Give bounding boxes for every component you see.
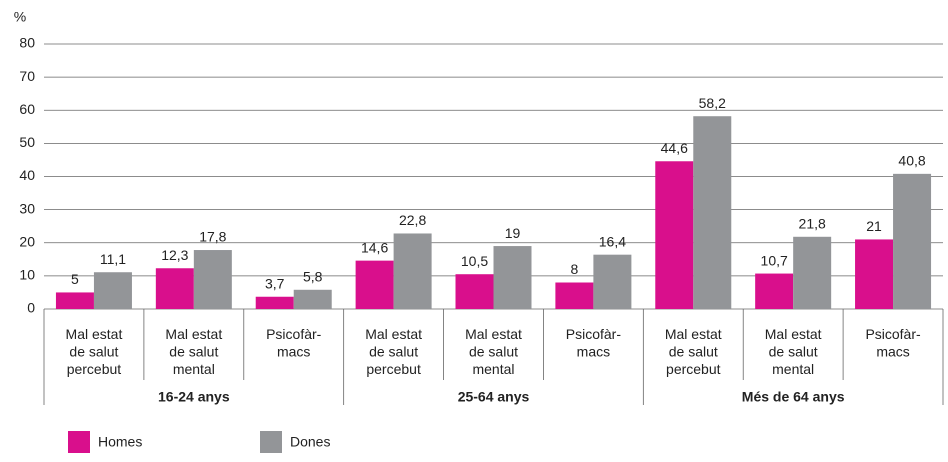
legend-label: Homes (98, 434, 142, 450)
bar (555, 282, 594, 309)
bar (455, 274, 494, 309)
y-tick-label: 50 (19, 134, 35, 150)
x-tick-label: Psicofàr-macs (865, 326, 921, 360)
bar (193, 250, 232, 309)
data-label: 8 (570, 261, 578, 277)
bar (793, 236, 832, 309)
data-label: 21 (866, 218, 882, 234)
legend-swatch (260, 431, 282, 453)
legend-swatch (68, 431, 90, 453)
data-label: 21,8 (799, 215, 826, 231)
bar (593, 254, 632, 309)
y-tick-label: 0 (27, 300, 35, 316)
y-tick-label: 70 (19, 68, 35, 84)
data-label: 22,8 (399, 212, 426, 228)
x-tick-label: Mal estat de salut mental (165, 326, 222, 377)
bar (293, 289, 332, 309)
bar (693, 116, 732, 310)
data-label: 14,6 (361, 239, 388, 255)
data-label: 12,3 (161, 247, 188, 263)
group-label: 16-24 anys (158, 389, 230, 405)
group-label: Més de 64 anys (742, 389, 845, 405)
y-tick-label: 10 (19, 267, 35, 283)
data-label: 11,1 (100, 251, 126, 267)
bar (355, 260, 394, 309)
data-label: 44,6 (661, 140, 688, 156)
x-tick-label: Psicofàr-macs (266, 326, 322, 360)
legend-label: Dones (290, 434, 330, 450)
bar (893, 173, 932, 309)
data-label: 5 (71, 271, 79, 287)
x-tick-label: Mal estat de salut mental (465, 326, 522, 377)
data-label: 5,8 (303, 268, 323, 284)
data-label: 40,8 (898, 153, 925, 169)
bar (755, 273, 794, 309)
data-label: 17,8 (199, 229, 226, 245)
data-label: 19 (505, 225, 521, 241)
data-label: 10,7 (761, 252, 788, 268)
y-tick-label: 30 (19, 200, 35, 216)
data-label: 10,5 (461, 253, 488, 269)
data-label: 3,7 (265, 275, 285, 291)
x-tick-label: Mal estat de salut percebut (365, 326, 422, 377)
bar (255, 296, 294, 309)
bar (155, 268, 194, 309)
bar (655, 161, 694, 309)
x-tick-label: Psicofàr-macs (566, 326, 622, 360)
y-tick-label: 60 (19, 101, 35, 117)
group-label: 25-64 anys (458, 389, 530, 405)
bar (393, 233, 432, 309)
bar (855, 239, 894, 309)
bar (93, 272, 132, 309)
y-tick-label: 20 (19, 233, 35, 249)
x-tick-label: Mal estat de salut percebut (66, 326, 123, 377)
y-axis-label: % (14, 9, 26, 25)
bar (493, 246, 532, 309)
bar (55, 292, 94, 309)
x-tick-label: Mal estat de salut mental (765, 326, 822, 377)
y-tick-label: 80 (19, 35, 35, 51)
data-label: 58,2 (699, 95, 726, 111)
y-tick-label: 40 (19, 167, 35, 183)
data-label: 16,4 (599, 233, 626, 249)
x-tick-label: Mal estat de salut percebut (665, 326, 722, 377)
